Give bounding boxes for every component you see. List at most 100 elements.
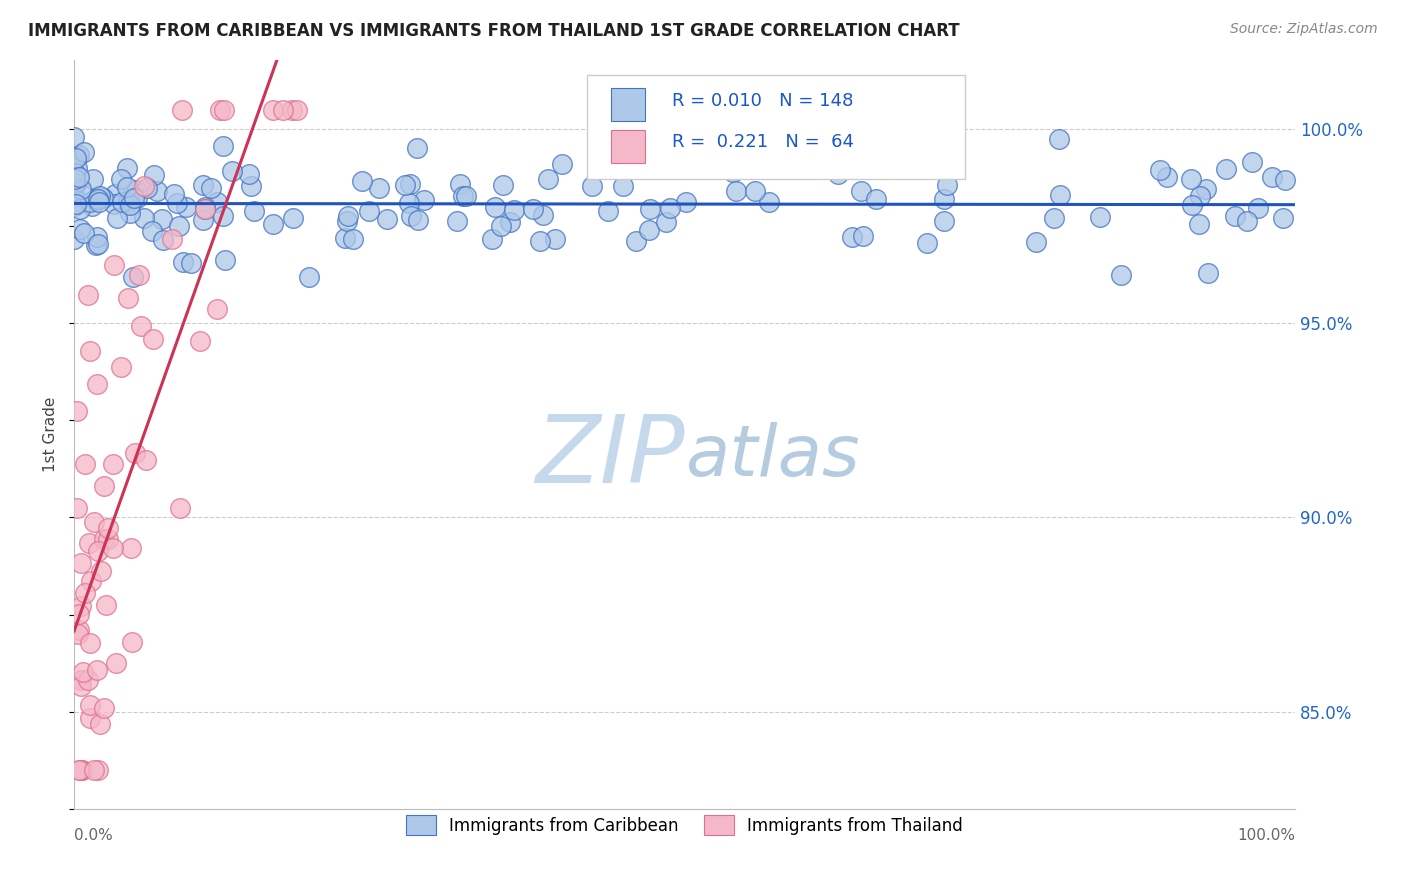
Point	[212, 209, 235, 223]
Point	[1049, 132, 1071, 146]
Point	[238, 167, 260, 181]
Point	[454, 189, 477, 203]
Point	[484, 201, 506, 215]
Point	[86, 376, 108, 391]
Point	[84, 191, 107, 205]
Point	[110, 171, 132, 186]
Point	[1042, 211, 1064, 226]
Point	[489, 219, 512, 234]
Point	[865, 192, 887, 206]
Point	[63, 130, 86, 145]
Point	[1188, 217, 1211, 231]
Point	[67, 607, 90, 621]
Point	[205, 194, 228, 209]
Point	[849, 184, 872, 198]
Point	[1215, 162, 1237, 177]
Text: R = 0.010   N = 148: R = 0.010 N = 148	[672, 92, 853, 110]
Point	[368, 181, 391, 195]
Point	[1109, 268, 1132, 282]
Point	[827, 167, 849, 181]
Point	[724, 184, 747, 198]
Point	[262, 217, 284, 231]
Point	[406, 212, 429, 227]
Point	[1223, 209, 1246, 223]
Point	[180, 255, 202, 269]
Point	[134, 211, 156, 225]
Point	[936, 178, 959, 192]
Point	[166, 195, 188, 210]
Point	[654, 215, 676, 229]
Point	[841, 229, 863, 244]
Point	[375, 211, 398, 226]
Point	[129, 318, 152, 333]
Point	[97, 533, 120, 547]
Point	[135, 453, 157, 467]
Point	[63, 199, 86, 213]
Point	[91, 191, 114, 205]
Point	[72, 763, 94, 777]
Point	[194, 200, 217, 214]
Point	[69, 557, 91, 571]
Point	[120, 541, 142, 556]
Point	[79, 344, 101, 359]
Point	[1197, 267, 1219, 281]
Point	[394, 178, 416, 192]
Point	[65, 196, 87, 211]
Point	[451, 189, 474, 203]
Point	[65, 152, 87, 166]
Point	[852, 228, 875, 243]
Point	[73, 145, 96, 159]
Point	[86, 230, 108, 244]
Point	[142, 332, 165, 346]
Point	[212, 103, 235, 117]
Point	[115, 180, 138, 194]
Point	[65, 177, 87, 191]
Point	[174, 200, 197, 214]
Point	[169, 501, 191, 516]
Point	[67, 763, 90, 777]
Point	[529, 234, 551, 248]
Point	[169, 219, 191, 233]
Point	[66, 161, 89, 176]
Point	[333, 231, 356, 245]
Point	[70, 679, 93, 693]
Point	[69, 763, 91, 777]
Point	[1271, 211, 1294, 225]
Point	[1261, 169, 1284, 184]
Point	[69, 202, 91, 216]
Point	[350, 174, 373, 188]
Point	[596, 204, 619, 219]
Point	[93, 533, 115, 547]
Point	[70, 599, 93, 614]
Point	[87, 236, 110, 251]
Point	[503, 202, 526, 217]
Point	[141, 224, 163, 238]
Point	[143, 168, 166, 182]
Point	[337, 209, 360, 223]
Point	[79, 636, 101, 650]
Point	[221, 163, 243, 178]
Point	[551, 157, 574, 171]
Point	[67, 194, 90, 208]
Point	[86, 192, 108, 206]
Point	[758, 195, 780, 210]
Point	[86, 237, 108, 252]
Point	[86, 663, 108, 677]
Point	[110, 359, 132, 374]
Point	[281, 211, 304, 225]
Point	[124, 446, 146, 460]
Point	[65, 166, 87, 180]
Point	[69, 763, 91, 777]
Point	[449, 177, 471, 191]
Text: atlas: atlas	[685, 422, 859, 491]
Point	[281, 103, 304, 117]
Point	[136, 181, 159, 195]
Point	[917, 235, 939, 250]
Point	[77, 673, 100, 688]
Point	[73, 457, 96, 471]
Point	[531, 208, 554, 222]
Point	[412, 193, 434, 207]
Point	[209, 103, 232, 117]
Point	[262, 103, 284, 117]
Text: IMMIGRANTS FROM CARIBBEAN VS IMMIGRANTS FROM THAILAND 1ST GRADE CORRELATION CHAR: IMMIGRANTS FROM CARIBBEAN VS IMMIGRANTS …	[28, 22, 960, 40]
